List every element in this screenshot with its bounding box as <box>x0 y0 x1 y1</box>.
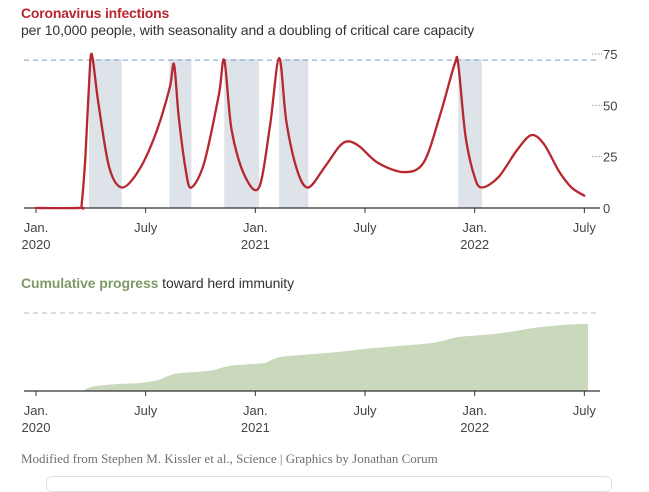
infections-chart: 0 25 50 75 Jan. 2020 July Jan. 2021 July Jan. 2022 J… <box>22 47 618 252</box>
progress-heading-rest: toward herd immunity <box>158 275 294 291</box>
progress-heading: Cumulative progress toward herd immunity <box>21 275 294 291</box>
bottom-card <box>46 476 612 492</box>
infections-line <box>34 52 586 210</box>
ic-x-tick-label: Jan. <box>24 220 49 235</box>
y-tick-label: 0 <box>603 201 610 216</box>
pc-x-tick-label: July <box>134 403 158 418</box>
pc-x-tick-label: Jan. <box>462 403 487 418</box>
ic-x-tick-label: Jan. <box>243 220 268 235</box>
pc-x-tick-label: Jan. <box>24 403 49 418</box>
ic-x-tick-label: July <box>573 220 597 235</box>
ic-x-tick-label: July <box>134 220 158 235</box>
progress-heading-highlight: Cumulative progress <box>21 275 159 291</box>
pc-x-tick-label: July <box>353 403 377 418</box>
y-tick-label: 25 <box>603 150 617 165</box>
chart-subtitle: per 10,000 people, with seasonality and … <box>21 22 475 38</box>
ic-x-tick-label: Jan. <box>462 220 487 235</box>
distancing-band <box>224 59 259 208</box>
pc-x-tick-label: July <box>573 403 597 418</box>
pc-x-tick-label: Jan. <box>243 403 268 418</box>
y-tick-label: 50 <box>603 98 617 113</box>
ic-x-tick-year: 2021 <box>241 237 270 252</box>
pc-x-tick-year: 2021 <box>241 420 270 435</box>
ic-x-tick-year: 2020 <box>22 237 51 252</box>
pc-x-tick-year: 2020 <box>22 420 51 435</box>
ic-x-tick-year: 2022 <box>460 237 489 252</box>
chart-title: Coronavirus infections <box>21 5 170 21</box>
y-tick-label: 75 <box>603 47 617 62</box>
pc-x-tick-year: 2022 <box>460 420 489 435</box>
distancing-band <box>458 59 482 208</box>
immunity-chart: Jan. 2020 July Jan. 2021 July Jan. 2022 July <box>22 312 600 435</box>
immunity-area <box>36 323 588 392</box>
ic-x-tick-label: July <box>353 220 377 235</box>
credit-line: Modified from Stephen M. Kissler et al.,… <box>21 451 438 466</box>
